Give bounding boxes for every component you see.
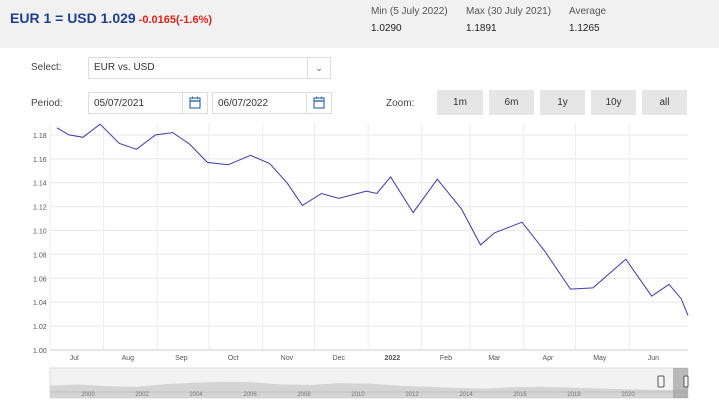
x-tick-label: Dec <box>333 355 346 362</box>
navigator-tick-label: 2008 <box>297 392 311 398</box>
navigator-tick-label: 2006 <box>243 392 257 398</box>
zoom-1m-button[interactable]: 1m <box>437 90 483 115</box>
select-value: EUR vs. USD <box>94 62 155 73</box>
navigator[interactable]: 2000 2002 2004 2006 2008 2010 2012 2014 2016 2018… <box>49 367 689 399</box>
avg-stat: Average 1.1265 <box>569 6 606 34</box>
navigator-tick-label: 2022 <box>675 392 689 398</box>
max-label: Max (30 July 2021) <box>466 6 552 17</box>
navigator-left-handle[interactable] <box>657 375 665 388</box>
navigator-tick-label: 2004 <box>189 392 203 398</box>
x-tick-label: Mar <box>488 355 501 362</box>
rate-change: -0.0165(-1.6%) <box>138 14 213 26</box>
y-tick-label: 1.12 <box>33 205 47 212</box>
navigator-tick-label: 2000 <box>81 392 95 398</box>
min-label: Min (5 July 2022) <box>371 6 448 17</box>
date-from-field[interactable]: 05/07/2021 <box>88 92 208 114</box>
y-tick-label: 1.08 <box>33 252 47 259</box>
zoom-1y-button[interactable]: 1y <box>540 90 585 115</box>
x-tick-label: Jun <box>648 355 659 362</box>
y-tick-label: 1.14 <box>33 181 47 188</box>
navigator-series <box>50 381 688 398</box>
y-tick-label: 1.02 <box>33 324 47 331</box>
max-stat: Max (30 July 2021) 1.1891 <box>466 6 551 34</box>
zoom-6m-button[interactable]: 6m <box>489 90 534 115</box>
max-value: 1.1891 <box>466 23 497 34</box>
min-value: 1.0290 <box>371 23 402 34</box>
rate-line <box>56 123 689 316</box>
navigator-tick-label: 2010 <box>351 392 365 398</box>
x-tick-label: Jul <box>70 355 79 362</box>
x-tick-label: Oct <box>228 355 239 362</box>
x-tick-label: Aug <box>122 355 135 362</box>
chart-grid <box>49 123 688 351</box>
date-from-value: 05/07/2021 <box>94 98 145 109</box>
navigator-selection[interactable] <box>673 368 688 398</box>
chevron-down-icon[interactable]: ⌄ <box>307 58 330 78</box>
x-tick-label: Apr <box>542 355 554 362</box>
currency-pair-select[interactable]: EUR vs. USD ⌄ <box>88 57 331 79</box>
navigator-tick-label: 2002 <box>135 392 149 398</box>
x-axis: Jul Aug Sep Oct Nov Dec 2022 Feb Mar Apr May Jun <box>70 355 659 362</box>
zoom-all-button[interactable]: all <box>642 90 687 115</box>
navigator-right-handle[interactable] <box>683 375 689 388</box>
pair-rate: EUR 1 = USD 1.029 <box>10 10 136 26</box>
navigator-tick-label: 2012 <box>405 392 419 398</box>
x-tick-label: Nov <box>281 355 294 362</box>
rate-display: EUR 1 = USD 1.029 -0.0165(-1.6%) <box>10 10 212 26</box>
avg-value: 1.1265 <box>569 23 600 34</box>
x-tick-label: 2022 <box>385 355 401 362</box>
calendar-icon[interactable] <box>182 93 207 113</box>
navigator-tick-label: 2018 <box>567 392 581 398</box>
y-tick-label: 1.10 <box>33 229 47 236</box>
min-stat: Min (5 July 2022) 1.0290 <box>371 6 448 34</box>
navigator-tick-label: 2016 <box>513 392 527 398</box>
navigator-background <box>49 367 689 399</box>
y-tick-label: 1.16 <box>33 157 47 164</box>
navigator-tick-label: 2014 <box>459 392 473 398</box>
calendar-icon[interactable] <box>306 93 331 113</box>
zoom-10y-button[interactable]: 10y <box>591 90 636 115</box>
header-bar: EUR 1 = USD 1.029 -0.0165(-1.6%) Min (5 J… <box>0 0 719 48</box>
date-to-value: 06/07/2022 <box>218 98 269 109</box>
select-label: Select: <box>31 62 62 73</box>
avg-label: Average <box>569 6 607 17</box>
period-label: Period: <box>31 98 63 109</box>
x-tick-label: May <box>593 355 607 362</box>
y-tick-label: 1.18 <box>33 133 47 140</box>
x-tick-label: Feb <box>440 355 452 362</box>
y-tick-label: 1.06 <box>33 276 47 283</box>
zoom-label: Zoom: <box>386 98 415 109</box>
y-axis: 1.00 1.02 1.04 1.06 1.08 1.10 1.12 1.14 1.16 1.18 <box>33 133 47 355</box>
x-tick-label: Sep <box>175 355 188 362</box>
y-tick-label: 1.00 <box>33 348 47 355</box>
date-to-field[interactable]: 06/07/2022 <box>212 92 332 114</box>
y-tick-label: 1.04 <box>33 300 47 307</box>
navigator-tick-label: 2020 <box>621 392 635 398</box>
